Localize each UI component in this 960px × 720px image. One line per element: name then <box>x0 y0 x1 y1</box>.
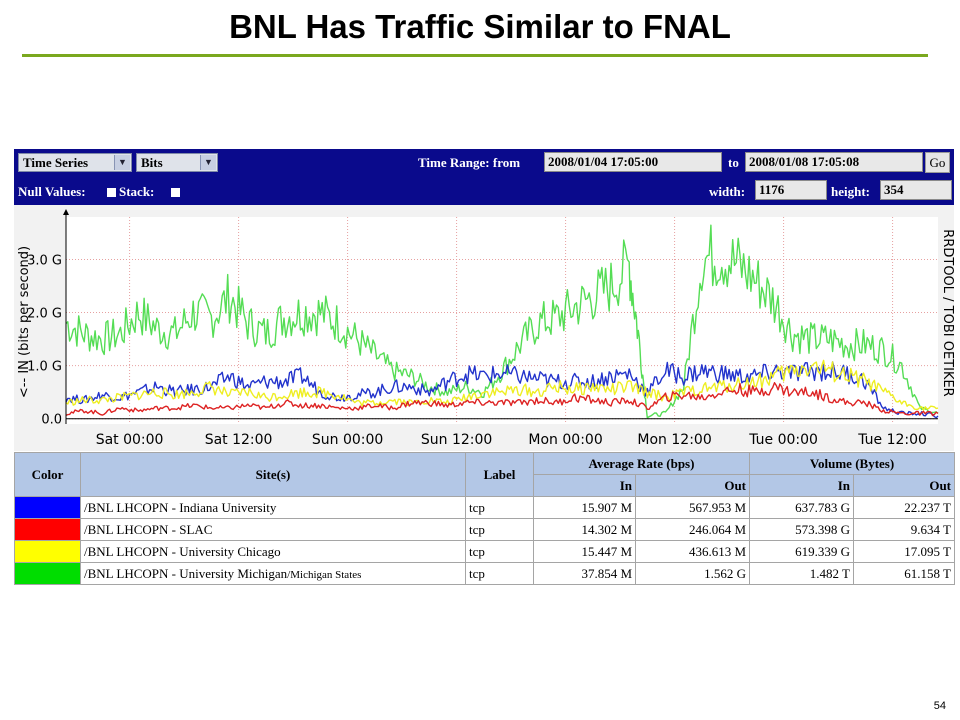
null-values-checkbox[interactable] <box>107 188 116 197</box>
unit-select[interactable]: Bits ▼ <box>136 153 218 172</box>
y-tick-label: 0.0 <box>41 413 62 428</box>
series-line <box>65 359 939 411</box>
series-line <box>65 224 939 419</box>
color-swatch <box>14 518 81 541</box>
table-row: /BNL LHCOPN - Indiana University tcp 15.90… <box>14 496 955 519</box>
table-row: /BNL LHCOPN - University Michigan/Michig… <box>14 562 955 585</box>
label-cell: tcp <box>465 496 534 519</box>
vol-out-cell: 9.634 T <box>853 518 955 541</box>
sites-table: Color Site(s) Label Average Rate (bps) V… <box>14 452 955 585</box>
color-swatch <box>14 562 81 585</box>
slide-title: BNL Has Traffic Similar to FNAL <box>229 8 731 45</box>
x-tick-label: Sat 00:00 <box>96 432 164 448</box>
view-type-value: Time Series <box>23 155 89 170</box>
avg-in-cell: 37.854 M <box>533 562 636 585</box>
avg-in-cell: 14.302 M <box>533 518 636 541</box>
x-tick-label: Mon 12:00 <box>637 432 711 448</box>
table-row: /BNL LHCOPN - SLAC tcp 14.302 M 246.064 M 57… <box>14 518 955 541</box>
graph-toolbar: Time Series ▼ Bits ▼ Time Range: from 20… <box>14 149 954 205</box>
avg-in-header: In <box>533 474 636 497</box>
vol-in-cell: 619.339 G <box>749 540 854 563</box>
avg-rate-header: Average Rate (bps) <box>533 452 750 475</box>
avg-in-cell: 15.447 M <box>533 540 636 563</box>
time-range-label: Time Range: from <box>418 155 521 170</box>
site-name: /BNL LHCOPN - University Chicago <box>84 543 281 559</box>
avg-out-cell: 567.953 M <box>635 496 750 519</box>
go-button[interactable]: Go <box>925 152 950 173</box>
x-tick-label: Sun 00:00 <box>312 432 383 448</box>
vol-out-cell: 61.158 T <box>853 562 955 585</box>
title-divider <box>22 54 928 57</box>
y-axis-arrow <box>63 209 69 215</box>
x-tick-label: Sun 12:00 <box>421 432 492 448</box>
width-input[interactable]: 1176 <box>755 180 827 200</box>
site-cell: /BNL LHCOPN - SLAC <box>80 518 466 541</box>
label-cell: tcp <box>465 562 534 585</box>
vol-in-cell: 573.398 G <box>749 518 854 541</box>
site-name: /BNL LHCOPN - University Michigan <box>84 565 288 581</box>
label-cell: tcp <box>465 540 534 563</box>
to-date-input[interactable]: 2008/01/08 17:05:08 <box>745 152 923 172</box>
color-header: Color <box>14 452 81 497</box>
avg-out-cell: 1.562 G <box>635 562 750 585</box>
label-cell: tcp <box>465 518 534 541</box>
y-tick-label: 2.0 G <box>27 307 62 322</box>
vol-out-cell: 22.237 T <box>853 496 955 519</box>
null-values-label: Null Values: <box>18 184 86 199</box>
site-suffix: /Michigan States <box>287 568 362 581</box>
vol-in-cell: 637.783 G <box>749 496 854 519</box>
vol-in-header: In <box>749 474 854 497</box>
vol-in-cell: 1.482 T <box>749 562 854 585</box>
chevron-down-icon: ▼ <box>114 155 130 170</box>
site-cell: /BNL LHCOPN - Indiana University <box>80 496 466 519</box>
table-row: /BNL LHCOPN - University Chicago tcp 15.44… <box>14 540 955 563</box>
to-label: to <box>728 155 739 170</box>
page-number: 54 <box>933 700 946 712</box>
vol-out-header: Out <box>853 474 955 497</box>
site-cell: /BNL LHCOPN - University Chicago <box>80 540 466 563</box>
stack-checkbox[interactable] <box>171 188 180 197</box>
avg-out-cell: 246.064 M <box>635 518 750 541</box>
height-label: height: <box>831 184 870 199</box>
x-tick-label: Sat 12:00 <box>205 432 273 448</box>
sites-header: Site(s) <box>80 452 466 497</box>
width-label: width: <box>709 184 746 199</box>
site-name: /BNL LHCOPN - Indiana University <box>84 499 277 515</box>
y-tick-label: 1.0 G <box>27 360 62 375</box>
avg-in-cell: 15.907 M <box>533 496 636 519</box>
avg-out-cell: 436.613 M <box>635 540 750 563</box>
chevron-down-icon: ▼ <box>200 155 216 170</box>
x-tick-label: Mon 00:00 <box>528 432 602 448</box>
stack-label: Stack: <box>119 184 155 199</box>
avg-out-header: Out <box>635 474 750 497</box>
volume-header: Volume (Bytes) <box>749 452 955 475</box>
x-tick-label: Tue 00:00 <box>748 432 818 448</box>
vol-out-cell: 17.095 T <box>853 540 955 563</box>
site-cell: /BNL LHCOPN - University Michigan/Michig… <box>80 562 466 585</box>
unit-value: Bits <box>141 155 163 170</box>
chart-area: 0.0 1.0 G 2.0 G 3.0 G Sat 00:00 Sat 12:00 Sun … <box>14 205 955 451</box>
traffic-chart: 0.0 1.0 G 2.0 G 3.0 G Sat 00:00 Sat 12:00 Sun … <box>17 209 955 448</box>
y-axis-label: <-- IN (bits per second) <box>17 246 32 398</box>
color-swatch <box>14 496 81 519</box>
view-type-select[interactable]: Time Series ▼ <box>18 153 132 172</box>
series-line <box>65 381 939 417</box>
from-date-input[interactable]: 2008/01/04 17:05:00 <box>544 152 722 172</box>
height-input[interactable]: 354 <box>880 180 952 200</box>
x-tick-label: Tue 12:00 <box>857 432 927 448</box>
side-credit-label: RRDTOOL / TOBI OETIKER <box>940 229 954 396</box>
label-header: Label <box>465 452 534 497</box>
y-tick-label: 3.0 G <box>27 253 62 268</box>
site-name: /BNL LHCOPN - SLAC <box>84 521 213 537</box>
color-swatch <box>14 540 81 563</box>
